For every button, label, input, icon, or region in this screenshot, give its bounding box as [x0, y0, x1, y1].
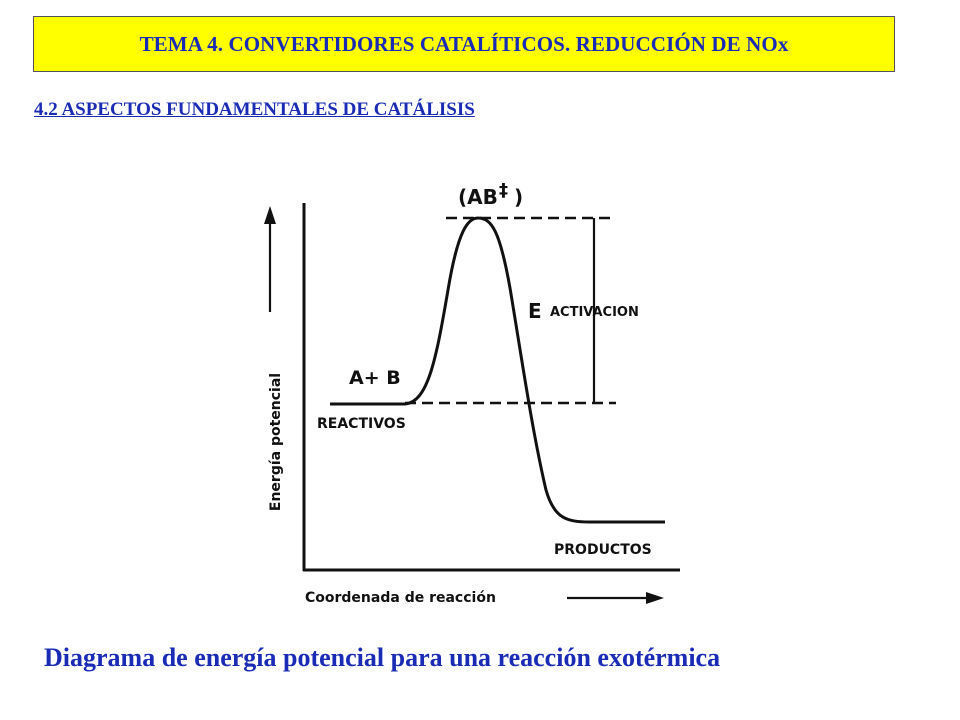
- x-axis-label: Coordenada de reacción: [305, 590, 496, 606]
- products-label: PRODUCTOS: [554, 542, 652, 558]
- x-axis-arrow: [567, 592, 664, 604]
- title-banner: TEMA 4. CONVERTIDORES CATALÍTICOS. REDUC…: [33, 16, 895, 72]
- slide-title: TEMA 4. CONVERTIDORES CATALÍTICOS. REDUC…: [139, 31, 789, 56]
- activation-energy-word: ACTIVACION: [550, 305, 639, 320]
- figure-caption: Diagrama de energía potencial para una r…: [44, 643, 721, 672]
- activation-energy-symbol: E: [528, 299, 542, 323]
- section-heading: 4.2 ASPECTOS FUNDAMENTALES DE CATÁLISIS: [34, 99, 475, 120]
- transition-state-label: (AB ‡ ): [458, 180, 523, 209]
- transition-state-text: (AB: [458, 185, 498, 209]
- double-dagger-mark: ‡: [499, 180, 508, 201]
- reactants-label: REACTIVOS: [317, 416, 406, 432]
- y-axis-arrow: [264, 206, 276, 312]
- energy-curve: [330, 216, 665, 524]
- transition-state-close: ): [514, 185, 523, 209]
- y-axis-label: Energía potencial: [268, 373, 284, 511]
- activation-energy-label: E ACTIVACION: [528, 299, 639, 323]
- reactants-species-label: A+ B: [349, 367, 401, 389]
